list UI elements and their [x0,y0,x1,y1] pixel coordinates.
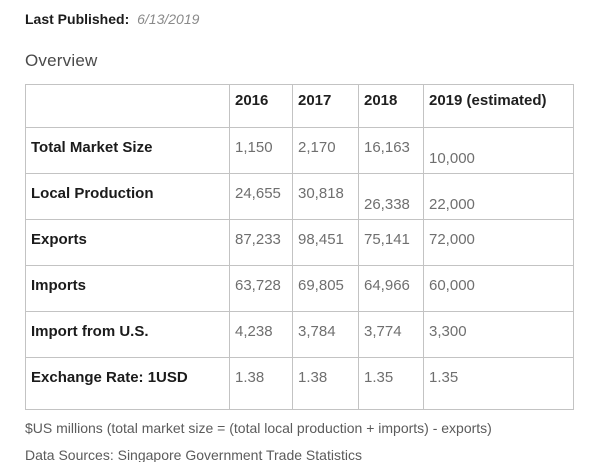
section-title-overview: Overview [25,51,98,70]
table-row-imports: Imports 63,728 69,805 64,966 60,000 [25,265,574,312]
row-label: Imports [25,265,230,312]
header-cell-2018: 2018 [358,84,424,128]
last-published-label: Last Published: [25,11,130,27]
table-row-import-from-us: Import from U.S. 4,238 3,784 3,774 3,300 [25,311,574,358]
cell-value: 3,300 [423,311,574,358]
cell-value: 63,728 [229,265,293,312]
cell-value: 2,170 [292,127,359,174]
cell-value: 22,000 [423,173,574,220]
row-label: Total Market Size [25,127,230,174]
cell-value: 3,784 [292,311,359,358]
cell-value: 87,233 [229,219,293,266]
cell-value: 24,655 [229,173,293,220]
overview-table-body: Total Market Size 1,150 2,170 16,163 10,… [25,127,574,410]
row-label: Exchange Rate: 1USD [25,357,230,410]
row-label: Exports [25,219,230,266]
cell-value: 1.38 [229,357,293,410]
cell-value: 98,451 [292,219,359,266]
footnote-units: $US millions (total market size = (total… [25,420,492,436]
cell-value: 1.35 [423,357,574,410]
row-label: Local Production [25,173,230,220]
cell-value: 69,805 [292,265,359,312]
row-label: Import from U.S. [25,311,230,358]
overview-table: 2016 2017 2018 2019 (estimated) Total Ma… [25,84,574,410]
cell-value: 1.35 [358,357,424,410]
cell-value: 30,818 [292,173,359,220]
table-row-exports: Exports 87,233 98,451 75,141 72,000 [25,219,574,266]
cell-value: 72,000 [423,219,574,266]
cell-value: 60,000 [423,265,574,312]
overview-table-header: 2016 2017 2018 2019 (estimated) [25,84,574,128]
cell-value: 64,966 [358,265,424,312]
table-row-total-market-size: Total Market Size 1,150 2,170 16,163 10,… [25,127,574,174]
cell-value: 1,150 [229,127,293,174]
cell-value: 16,163 [358,127,424,174]
cell-value: 1.38 [292,357,359,410]
header-cell-blank [25,84,230,128]
header-row: 2016 2017 2018 2019 (estimated) [25,84,574,128]
header-cell-2017: 2017 [292,84,359,128]
cell-value: 75,141 [358,219,424,266]
table-row-exchange-rate: Exchange Rate: 1USD 1.38 1.38 1.35 1.35 [25,357,574,410]
cell-value: 10,000 [423,127,574,174]
table-row-local-production: Local Production 24,655 30,818 26,338 22… [25,173,574,220]
cell-value: 26,338 [358,173,424,220]
header-cell-2019-estimated: 2019 (estimated) [423,84,574,128]
header-cell-2016: 2016 [229,84,293,128]
cell-value: 4,238 [229,311,293,358]
footnote-data-sources: Data Sources: Singapore Government Trade… [25,447,362,462]
cell-value: 3,774 [358,311,424,358]
last-published-line: Last Published: 6/13/2019 [25,10,600,28]
last-published-date: 6/13/2019 [137,11,200,27]
